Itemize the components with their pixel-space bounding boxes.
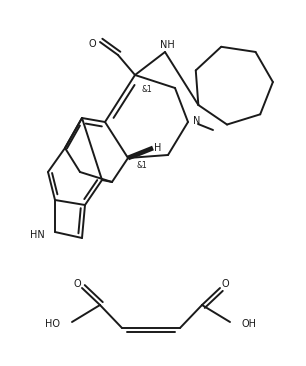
Text: &1: &1 — [142, 86, 152, 94]
Text: NH: NH — [160, 40, 174, 50]
Text: &1: &1 — [136, 161, 147, 169]
Text: HN: HN — [30, 230, 45, 240]
Text: O: O — [88, 39, 96, 49]
Text: OH: OH — [242, 319, 257, 329]
Text: N: N — [193, 116, 200, 126]
Text: O: O — [221, 279, 229, 289]
Text: H: H — [154, 143, 162, 153]
Text: HO: HO — [45, 319, 60, 329]
Text: O: O — [73, 279, 81, 289]
